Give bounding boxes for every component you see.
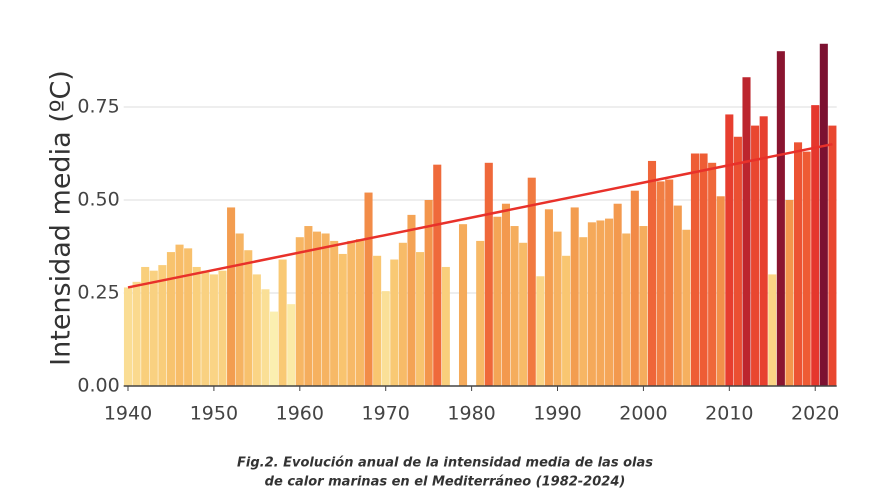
bar <box>527 177 536 386</box>
x-tick-label: 1940 <box>104 403 152 425</box>
bar <box>725 114 734 386</box>
bar <box>570 207 579 386</box>
caption-line: de calor marinas en el Mediterráneo (198… <box>265 475 626 490</box>
bar <box>252 274 261 386</box>
bar <box>742 77 751 387</box>
bar <box>347 240 356 386</box>
bar <box>364 192 373 386</box>
bar <box>639 226 648 386</box>
bar <box>433 164 442 386</box>
bar <box>476 240 485 386</box>
bar <box>158 265 167 386</box>
bar <box>227 207 236 386</box>
bar <box>647 160 657 386</box>
bar <box>708 162 717 386</box>
bar <box>630 190 639 386</box>
bar <box>776 51 785 386</box>
bar <box>458 224 468 386</box>
bar <box>579 237 588 386</box>
x-tick-label: 2010 <box>705 403 753 425</box>
x-tick-label: 2000 <box>619 403 667 425</box>
bar <box>295 237 304 386</box>
bar <box>184 248 193 386</box>
bar <box>132 281 141 386</box>
bar <box>201 270 210 386</box>
bar <box>321 233 330 386</box>
bar <box>269 311 279 386</box>
bar <box>192 266 201 386</box>
bar <box>330 240 339 386</box>
bar <box>123 287 133 386</box>
bar <box>596 220 605 386</box>
bar <box>416 252 425 386</box>
bar <box>673 205 682 386</box>
bar <box>605 218 614 386</box>
bar <box>690 153 699 386</box>
bar <box>149 270 158 386</box>
bar <box>424 200 433 386</box>
bar <box>828 125 837 386</box>
bar <box>501 203 511 386</box>
bar <box>682 229 691 386</box>
x-tick-label: 2020 <box>791 403 839 425</box>
bar <box>235 233 244 386</box>
bar <box>338 253 347 386</box>
bar <box>802 151 811 386</box>
bar <box>519 242 528 386</box>
bar <box>751 125 760 386</box>
caption-line: Fig.2. Evolución anual de la intensidad … <box>237 456 653 471</box>
bar <box>613 203 622 386</box>
bar <box>312 231 322 386</box>
bar <box>287 304 296 386</box>
y-tick-label: 0.25 <box>77 282 119 304</box>
bar <box>398 242 407 386</box>
y-tick-label: 0.50 <box>77 189 119 211</box>
bar <box>811 105 820 386</box>
y-tick-label: 0.00 <box>77 375 119 397</box>
x-tick-label: 1980 <box>447 403 495 425</box>
bar <box>785 200 794 386</box>
bar <box>261 289 270 386</box>
bar <box>768 274 777 386</box>
bar <box>381 291 390 386</box>
x-tick-label: 1950 <box>190 403 238 425</box>
bar <box>622 233 631 386</box>
bar <box>733 136 742 386</box>
x-tick-label: 1960 <box>276 403 324 425</box>
bar <box>373 255 382 386</box>
bar <box>716 196 725 386</box>
y-tick-label: 0.75 <box>77 96 119 118</box>
bar <box>493 216 502 386</box>
bar <box>553 231 562 386</box>
bar <box>510 226 519 386</box>
bar <box>218 270 227 386</box>
bar <box>141 266 150 386</box>
bar <box>562 255 571 386</box>
bar <box>819 43 828 386</box>
bar <box>209 274 218 386</box>
bar <box>536 276 545 386</box>
bar <box>665 179 674 386</box>
bar <box>656 181 665 386</box>
bar <box>794 142 803 386</box>
bar <box>407 214 416 386</box>
bar <box>484 162 493 386</box>
bar <box>175 244 184 386</box>
bar <box>759 116 768 387</box>
x-tick-label: 1990 <box>533 403 581 425</box>
bar <box>544 209 553 386</box>
x-tick-label: 1970 <box>362 403 410 425</box>
bar <box>355 239 364 386</box>
bar <box>699 153 708 386</box>
bar <box>304 226 313 386</box>
bar <box>244 250 253 386</box>
bar <box>441 266 450 386</box>
bar <box>278 259 287 386</box>
trend-line <box>127 142 833 289</box>
bar <box>166 252 175 386</box>
bar <box>390 259 399 386</box>
bar <box>587 222 596 386</box>
y-axis-label: Intensidad media (ºC) <box>46 70 77 366</box>
